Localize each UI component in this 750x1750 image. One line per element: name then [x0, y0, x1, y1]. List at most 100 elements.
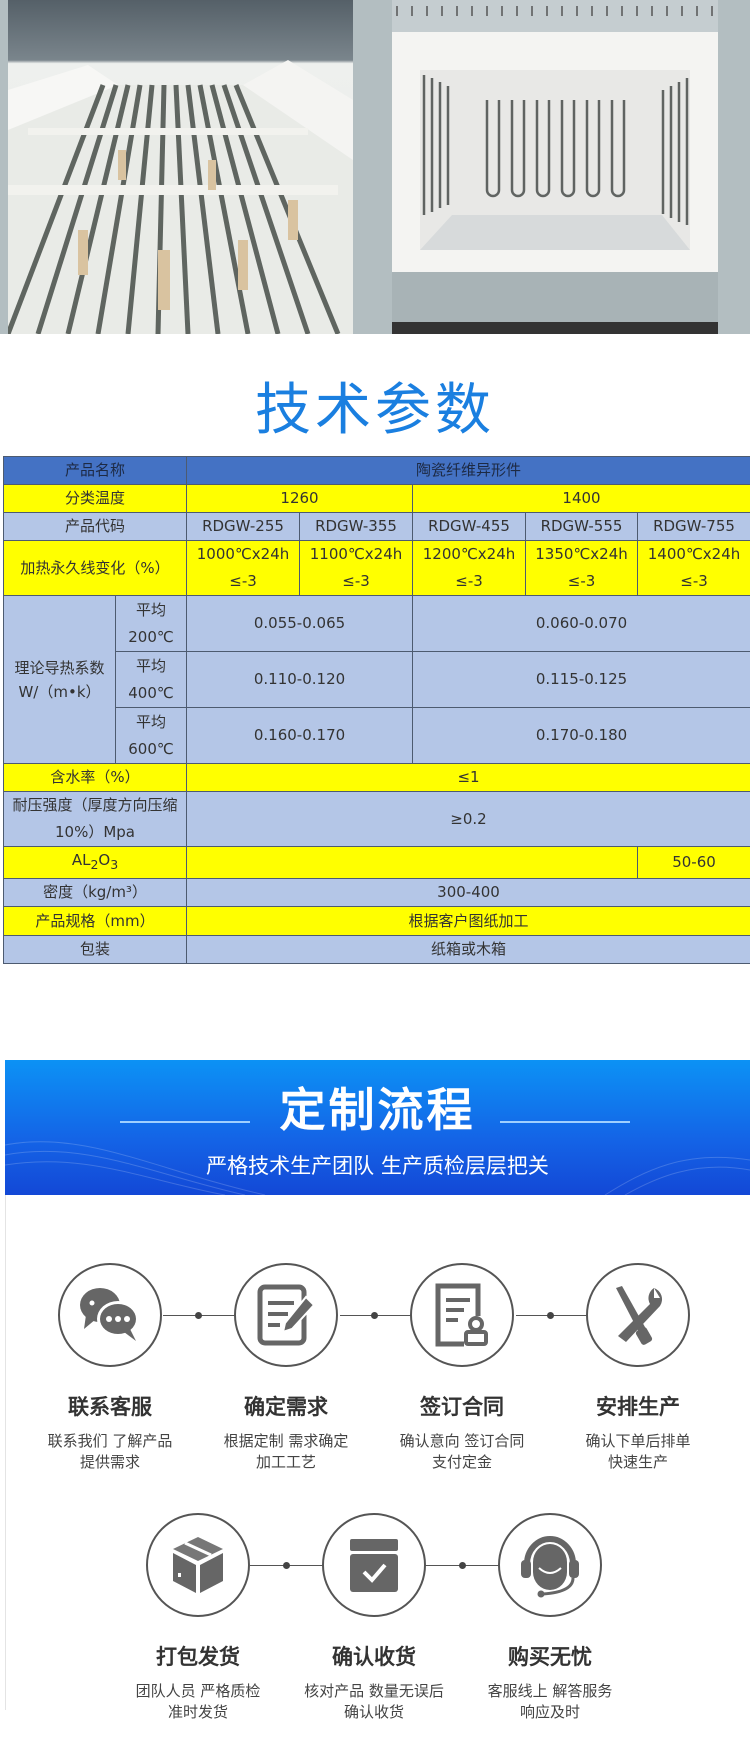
step-desc: 团队人员 严格质检 准时发货 — [113, 1681, 283, 1723]
cell: 1100℃x24h ≤-3 — [299, 540, 414, 596]
table-row: 产品规格（mm） 根据客户图纸加工 — [2, 906, 750, 936]
cell: 耐压强度（厚度方向压缩 10%）Mpa — [2, 791, 188, 847]
product-photos — [0, 0, 750, 334]
cell-line: 平均 — [136, 600, 167, 619]
edit-document-icon — [257, 1284, 316, 1346]
box-check-icon — [350, 1539, 398, 1592]
process-banner: 定制流程 严格技术生产团队 生产质检层层把关 — [5, 1060, 750, 1195]
cell: 1350℃x24h ≤-3 — [525, 540, 639, 596]
step-desc: 核对产品 数量无误后 确认收货 — [289, 1681, 459, 1723]
step-desc: 客服线上 解答服务 响应及时 — [465, 1681, 635, 1723]
step-title: 购买无忧 — [508, 1645, 592, 1669]
cell: 平均 400℃ — [114, 651, 188, 708]
tools-icon — [616, 1286, 663, 1345]
table-row: 含水率（%） ≤1 — [2, 763, 750, 792]
table-row: AL2O3 50-60 — [2, 846, 750, 879]
cell-line: 200℃ — [128, 627, 174, 646]
cell: ≤1 — [186, 763, 750, 792]
cell: 产品名称 — [2, 456, 188, 485]
desc-line: 根据定制 需求确定 — [223, 1432, 349, 1450]
step-circle — [58, 1263, 162, 1367]
cell: ≥0.2 — [186, 791, 750, 847]
al-text: AL — [71, 851, 91, 869]
step-receipt: 确认收货 核对产品 数量无误后 确认收货 — [289, 1513, 459, 1723]
desc-line: 客服线上 解答服务 — [487, 1682, 613, 1700]
step-circle — [586, 1263, 690, 1367]
cell-line: ≤-3 — [567, 572, 596, 590]
step-title: 确认收货 — [332, 1645, 416, 1669]
desc-line: 响应及时 — [519, 1703, 580, 1721]
cell-line: 平均 — [136, 712, 167, 731]
cell-line: 1200℃x24h — [422, 545, 516, 563]
cell: 平均 600℃ — [114, 707, 188, 764]
desc-line: 确认收货 — [343, 1703, 404, 1721]
headset-support-icon — [521, 1536, 579, 1598]
divider-line — [500, 1121, 630, 1123]
cell-line: ≤-3 — [229, 572, 257, 590]
step-confirm-needs: 确定需求 根据定制 需求确定 加工工艺 — [201, 1263, 371, 1473]
al-sub: 3 — [110, 857, 119, 872]
step-desc: 联系我们 了解产品 提供需求 — [25, 1431, 195, 1473]
table-row: 理论导热系数W/（m•k） 平均 200℃ 0.055-0.065 0.060-0… — [3, 595, 750, 764]
cell: 0.060-0.070 — [412, 595, 750, 652]
wave-decoration — [5, 1141, 750, 1195]
divider — [5, 1195, 6, 1710]
cell-line: 600℃ — [128, 739, 174, 758]
desc-line: 确认下单后排单 — [585, 1432, 691, 1450]
connector-dot — [459, 1562, 466, 1569]
step-production: 安排生产 确认下单后排单 快速生产 — [553, 1263, 723, 1473]
cell-line: ≤-3 — [680, 572, 708, 590]
cell: 理论导热系数W/（m•k） — [3, 595, 116, 764]
al-text: O — [98, 851, 111, 869]
cell: 300-400 — [186, 878, 750, 907]
step-title: 安排生产 — [596, 1395, 680, 1419]
cell: 产品规格（mm） — [2, 906, 188, 936]
divider-line — [120, 1121, 250, 1123]
step-after-sales: 购买无忧 客服线上 解答服务 响应及时 — [465, 1513, 635, 1723]
step-circle — [234, 1263, 338, 1367]
cell: RDGW-555 — [525, 512, 639, 541]
cell: 0.115-0.125 — [412, 651, 750, 708]
table-row: 耐压强度（厚度方向压缩 10%）Mpa ≥0.2 — [2, 791, 750, 847]
table-row: 产品代码 RDGW-255 RDGW-355 RDGW-455 RDGW-555… — [2, 512, 750, 541]
cell-line: 1000℃x24h — [196, 545, 290, 563]
cell: 产品代码 — [2, 512, 188, 541]
step-circle — [498, 1513, 602, 1617]
desc-line: 核对产品 数量无误后 — [304, 1682, 444, 1700]
table-row: 密度（kg/m³） 300-400 — [2, 878, 750, 907]
table-row: 平均 400℃ 0.110-0.120 0.115-0.125 — [3, 651, 750, 708]
cell: 1260 — [186, 484, 414, 513]
cell-line: ≤-3 — [342, 572, 370, 590]
desc-line: 提供需求 — [79, 1453, 140, 1471]
step-title: 打包发货 — [156, 1645, 240, 1669]
connector-dot — [283, 1562, 290, 1569]
desc-line: 准时发货 — [167, 1703, 228, 1721]
cell: RDGW-455 — [412, 512, 527, 541]
furnace-floor-photo — [8, 0, 353, 334]
cell: 加热永久线变化（%） — [2, 540, 188, 596]
cell: 陶瓷纤维异形件 — [186, 456, 750, 485]
desc-line: 联系我们 了解产品 — [47, 1432, 173, 1450]
cell: 1000℃x24h ≤-3 — [186, 540, 301, 596]
cell: 1400 — [412, 484, 750, 513]
table-row: 分类温度 1260 1400 — [2, 484, 750, 513]
package-box-icon — [173, 1537, 223, 1593]
desc-line: 团队人员 严格质检 — [135, 1682, 261, 1700]
table-row: 包装 纸箱或木箱 — [2, 935, 750, 964]
cell: AL2O3 — [2, 846, 188, 879]
spec-table: 产品名称 陶瓷纤维异形件 分类温度 1260 1400 产品代码 RDGW-25… — [2, 456, 750, 964]
cell: 0.110-0.120 — [186, 651, 414, 708]
step-circle — [146, 1513, 250, 1617]
step-title: 签订合同 — [420, 1395, 504, 1419]
banner-subtitle: 严格技术生产团队 生产质检层层把关 — [206, 1154, 549, 1178]
cell: 包装 — [2, 935, 188, 964]
step-desc: 确认下单后排单 快速生产 — [553, 1431, 723, 1473]
cell-line: 1100℃x24h — [309, 545, 403, 563]
cell-line: 1400℃x24h — [647, 545, 741, 563]
step-title: 联系客服 — [68, 1395, 152, 1419]
cell — [186, 846, 639, 879]
cell-line: 400℃ — [128, 683, 174, 702]
cell: 1400℃x24h ≤-3 — [637, 540, 750, 596]
step-shipping: 打包发货 团队人员 严格质检 准时发货 — [113, 1513, 283, 1723]
cell: 分类温度 — [2, 484, 188, 513]
